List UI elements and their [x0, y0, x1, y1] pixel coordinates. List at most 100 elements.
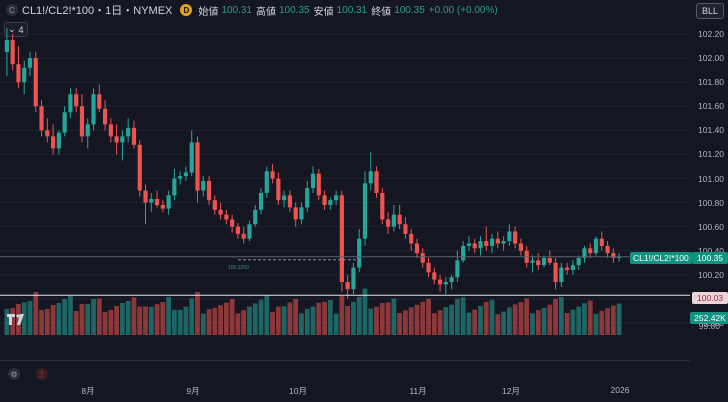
warning-icon[interactable]: !	[36, 368, 48, 380]
volume-bar	[4, 309, 10, 335]
candle-body	[374, 171, 379, 193]
low-value: 100.31	[336, 4, 368, 16]
volume-bar	[495, 314, 501, 335]
candle-body	[518, 243, 524, 251]
volume-bar	[391, 298, 397, 335]
candle-body	[414, 243, 420, 254]
candle-body	[22, 67, 27, 83]
volume-bar	[91, 299, 96, 335]
volume-bar	[218, 305, 223, 335]
candle-body	[143, 190, 148, 203]
candle-body	[437, 279, 443, 285]
gear-icon[interactable]: ⚙	[8, 368, 20, 380]
volume-bar	[166, 297, 171, 335]
volume-bar	[264, 295, 270, 335]
candle-body	[559, 267, 564, 283]
candle-body	[10, 40, 15, 65]
volume-bar	[16, 304, 21, 335]
candle-body	[131, 127, 137, 145]
indicator-collapse-button[interactable]: ⌄ 4	[4, 22, 28, 37]
candle-body	[166, 195, 171, 209]
time-axis-label: 9月	[186, 386, 200, 396]
volume-bar	[275, 306, 281, 335]
volume-bar	[530, 313, 535, 335]
candle-body	[183, 172, 189, 177]
volume-bar	[270, 311, 275, 335]
candle-body	[39, 106, 44, 131]
time-axis-label: 12月	[502, 386, 520, 396]
candle-body	[195, 142, 200, 191]
price-chart[interactable]: 100.3250	[0, 0, 690, 360]
candle-body	[120, 136, 125, 143]
candle-body	[224, 214, 229, 220]
candle-body	[102, 108, 108, 125]
volume-bar	[616, 303, 622, 335]
tradingview-logo[interactable]	[6, 312, 28, 326]
candle-body	[172, 178, 177, 196]
volume-bar	[478, 305, 483, 335]
candle-body	[253, 209, 258, 225]
candle-body	[293, 207, 298, 220]
volume-bar	[96, 298, 102, 335]
horizontal-line-price-tag: 100.03	[692, 292, 728, 304]
candle-body	[241, 233, 246, 239]
price-axis-label: 101.20	[698, 149, 724, 160]
volume-bar	[79, 304, 85, 335]
volume-bar	[143, 306, 148, 335]
open-label: 始値	[198, 6, 219, 18]
candle-body	[68, 94, 73, 113]
candle-body	[541, 257, 547, 266]
volume-bar	[512, 304, 518, 335]
price-axis-label: 100.40	[698, 245, 724, 256]
candle-body	[310, 173, 316, 189]
time-axis[interactable]: 8月 9月 10月 11月 12月 2026	[0, 360, 690, 402]
volume-bar	[212, 307, 218, 335]
volume-bar	[374, 306, 379, 335]
volume-bar	[27, 301, 33, 335]
candle-body	[576, 257, 581, 266]
candle-body	[51, 136, 56, 149]
bll-button[interactable]: BLL	[696, 3, 724, 19]
candle-body	[334, 195, 339, 201]
volume-bar	[535, 310, 541, 335]
candle-body	[466, 243, 472, 246]
candle-body	[56, 132, 61, 149]
candle-body	[178, 176, 183, 179]
volume-bar	[472, 309, 478, 335]
volume-bar	[148, 306, 154, 335]
low-label: 安値	[313, 6, 334, 18]
price-axis-label: 101.40	[698, 125, 724, 136]
symbol-title[interactable]: CL1!/CL2!*100・1日・NYMEX	[22, 5, 173, 17]
volume-bar	[125, 301, 131, 335]
candle-body	[391, 214, 396, 227]
volume-bar	[587, 300, 593, 335]
candle-body	[570, 265, 575, 270]
volume-bar	[108, 310, 114, 335]
volume-bar	[449, 304, 455, 335]
volume-bar	[460, 297, 466, 335]
price-axis-label: 101.80	[698, 77, 724, 88]
candle-body	[426, 262, 431, 273]
candle-body	[305, 188, 310, 208]
candle-body	[212, 200, 217, 210]
candle-body	[501, 241, 506, 244]
volume-bar	[21, 302, 27, 335]
volume-bar	[345, 306, 351, 335]
open-value: 100.31	[221, 4, 252, 16]
current-price-tag: 100.35	[692, 252, 728, 264]
volume-bar	[437, 310, 443, 335]
volume-bar	[327, 300, 333, 335]
candle-body	[189, 142, 194, 173]
price-axis-label: 100.20	[698, 269, 724, 280]
symbol-logo-icon[interactable]: C	[6, 4, 18, 16]
volume-bar	[68, 296, 73, 335]
volume-bar	[73, 311, 79, 335]
candle-body	[478, 241, 483, 249]
volume-bar	[362, 288, 368, 335]
candle-body	[91, 94, 96, 125]
price-axis[interactable]: 102.20 102.00 101.80 101.60 101.40 101.20 101.…	[690, 0, 728, 360]
data-delay-badge[interactable]: D	[180, 4, 193, 16]
change-value: +0.00 (+0.00%)	[428, 4, 498, 16]
volume-bar	[501, 311, 506, 335]
candle-body	[328, 200, 333, 205]
